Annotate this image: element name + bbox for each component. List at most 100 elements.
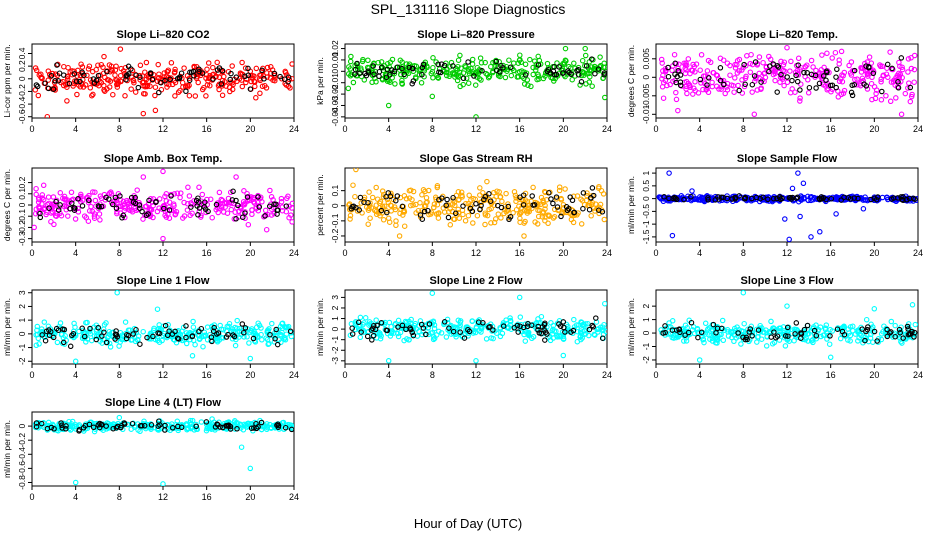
- panel-2-outlier-point: [385, 102, 392, 109]
- panel-1-point: [152, 84, 159, 90]
- panel-1-point: [61, 63, 67, 70]
- panel-6-point: [657, 194, 664, 200]
- panel-7-point: [200, 343, 206, 350]
- panel-5-highlight-point: [357, 194, 364, 201]
- panel-9-point: [715, 336, 721, 343]
- panel-5-highlight-point: [596, 207, 602, 213]
- panel-1-outlier-point: [44, 113, 51, 118]
- panel-1-point: [253, 65, 260, 72]
- panel-4-highlight-point: [255, 194, 261, 200]
- panel-5-point: [347, 216, 353, 222]
- panel-2-point: [601, 60, 607, 67]
- panel-7-highlight-point: [137, 341, 143, 347]
- panel-5-xtick-label: 12: [471, 248, 481, 258]
- panel-2-highlight-point: [589, 56, 595, 62]
- panel-7-point: [107, 331, 113, 338]
- panel-7-highlight-point: [241, 329, 247, 336]
- panel-2-point: [457, 52, 463, 59]
- panel-3-point: [714, 72, 721, 79]
- panel-5-point: [584, 190, 590, 196]
- panel-2-point: [465, 80, 472, 86]
- panel-5-point: [535, 213, 542, 220]
- panel-5-point: [369, 194, 376, 201]
- panel-7-highlight-point: [239, 321, 246, 327]
- panel-6-highlight-point: [729, 196, 736, 202]
- panel-2-highlight-point: [376, 73, 382, 80]
- panel-2-points: [345, 45, 607, 118]
- panel-2-point: [579, 57, 586, 64]
- panel-10-point: [67, 427, 74, 433]
- panel-6-highlight-point: [786, 195, 793, 201]
- panel-5-point: [492, 216, 499, 222]
- panel-5-point: [542, 217, 548, 224]
- panel-7-highlight-point: [169, 331, 176, 337]
- panel-7-point: [41, 319, 48, 325]
- panel-4-ytick-label: -0.2: [17, 220, 27, 235]
- panel-2-xtick-label: 0: [342, 124, 347, 134]
- panel-8-xtick-label: 16: [515, 370, 525, 380]
- panel-10-xtick-label: 12: [158, 492, 168, 502]
- panel-5-point: [589, 200, 596, 206]
- panel-2-ytick-label: -0.02: [330, 84, 340, 104]
- panel-1-ytick-label: 0.4: [17, 47, 27, 59]
- panel-10-point: [204, 421, 210, 428]
- panel-6-outlier-point: [833, 211, 839, 217]
- panel-3-point: [905, 69, 911, 75]
- panel-1-highlight-point: [245, 65, 251, 72]
- panel-1-highlight-point: [135, 84, 142, 91]
- panel-4-point: [108, 189, 114, 195]
- panel-8-ytick-label: 2: [330, 305, 340, 310]
- panel-9-highlight-point: [755, 327, 762, 333]
- panel-4-highlight-point: [95, 203, 102, 209]
- panel-6-ytick-label: -1: [641, 220, 651, 228]
- panel-5-point: [367, 215, 373, 221]
- panel-3-point: [911, 66, 918, 73]
- panel-10-highlight-point: [121, 420, 128, 426]
- panel-8-highlight-point: [369, 337, 375, 343]
- panel-9-point: [682, 322, 689, 329]
- panel-1-point: [242, 65, 249, 71]
- panel-1-point: [102, 74, 108, 81]
- panel-3-point: [896, 59, 902, 66]
- panel-10-point: [155, 427, 162, 433]
- panel-8-highlight-point: [515, 329, 521, 335]
- panel-1-point: [204, 82, 211, 88]
- panel-10-point: [183, 421, 190, 427]
- panel-4-highlight-point: [233, 216, 239, 222]
- panel-1-point: [161, 74, 167, 80]
- panel-2-point: [478, 60, 485, 66]
- panel-5-point: [470, 195, 476, 202]
- panel-7-outlier-point: [114, 290, 120, 296]
- panel-7-highlight-point: [123, 335, 130, 342]
- panel-2-point: [569, 76, 575, 83]
- panel-5-highlight-point: [586, 206, 593, 213]
- panel-8-point: [526, 332, 532, 339]
- panel-7-point: [156, 322, 162, 328]
- panel-7-point: [220, 326, 226, 333]
- panel-9-highlight-point: [905, 326, 911, 332]
- panel-5-point: [393, 218, 399, 224]
- panel-4-highlight-point: [67, 205, 73, 212]
- panel-5-point: [556, 184, 563, 190]
- panel-2-highlight-point: [370, 63, 376, 69]
- panel-8-point: [600, 326, 606, 332]
- panel-7-xtick-label: 4: [73, 370, 78, 380]
- panel-1-highlight-point: [228, 70, 234, 77]
- panel-10-point: [36, 420, 42, 426]
- panel-6-xtick-label: 16: [826, 248, 836, 258]
- panel-1-point: [64, 76, 71, 82]
- panel-5-point: [517, 219, 523, 225]
- panel-3-point: [732, 75, 738, 81]
- panel-2-point: [582, 52, 589, 59]
- panel-3-point: [887, 49, 893, 55]
- panel-3-point: [700, 86, 706, 93]
- panel-3-point: [664, 82, 670, 89]
- panel-2-point: [455, 57, 462, 63]
- panel-2-point: [458, 65, 464, 71]
- panel-1-point: [130, 77, 136, 83]
- panel-4-point: [53, 213, 60, 219]
- panel-5-point: [578, 221, 585, 227]
- panel-3-highlight-point: [717, 65, 724, 71]
- panel-3-highlight-point: [813, 85, 819, 91]
